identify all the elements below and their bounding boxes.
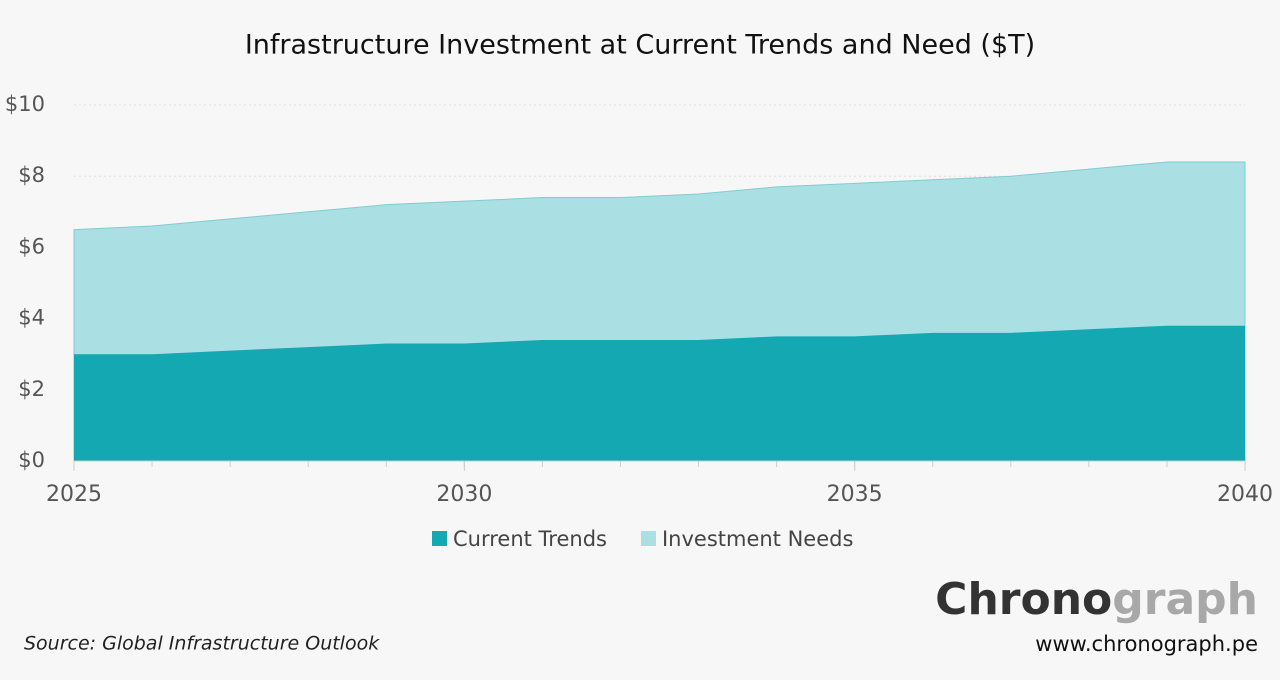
brand-logo: Chronograph [935, 574, 1258, 625]
y-tick-label: $4 [18, 306, 45, 330]
brand-dark: Chrono [935, 574, 1112, 625]
legend-label: Investment Needs [662, 527, 853, 551]
legend-label: Current Trends [453, 527, 607, 551]
y-tick-label: $10 [5, 92, 45, 116]
y-tick-label: $0 [18, 448, 45, 472]
source: Source: Global Infrastructure Outlook [24, 633, 380, 655]
y-tick-label: $6 [18, 234, 45, 258]
url: www.chronograph.pe [1035, 632, 1258, 656]
x-tick-label: 2025 [46, 482, 102, 507]
x-tick-label: 2040 [1217, 482, 1273, 507]
brand-light: graph [1112, 574, 1258, 625]
x-tick-label: 2030 [436, 482, 492, 507]
legend-swatch [640, 531, 656, 546]
area [74, 325, 1245, 461]
chart-title: Infrastructure Investment at Current Tre… [245, 30, 1035, 61]
y-tick-label: $8 [18, 163, 45, 187]
x-tick-label: 2035 [827, 482, 883, 507]
y-tick-label: $2 [18, 377, 45, 401]
legend-swatch [432, 531, 447, 546]
